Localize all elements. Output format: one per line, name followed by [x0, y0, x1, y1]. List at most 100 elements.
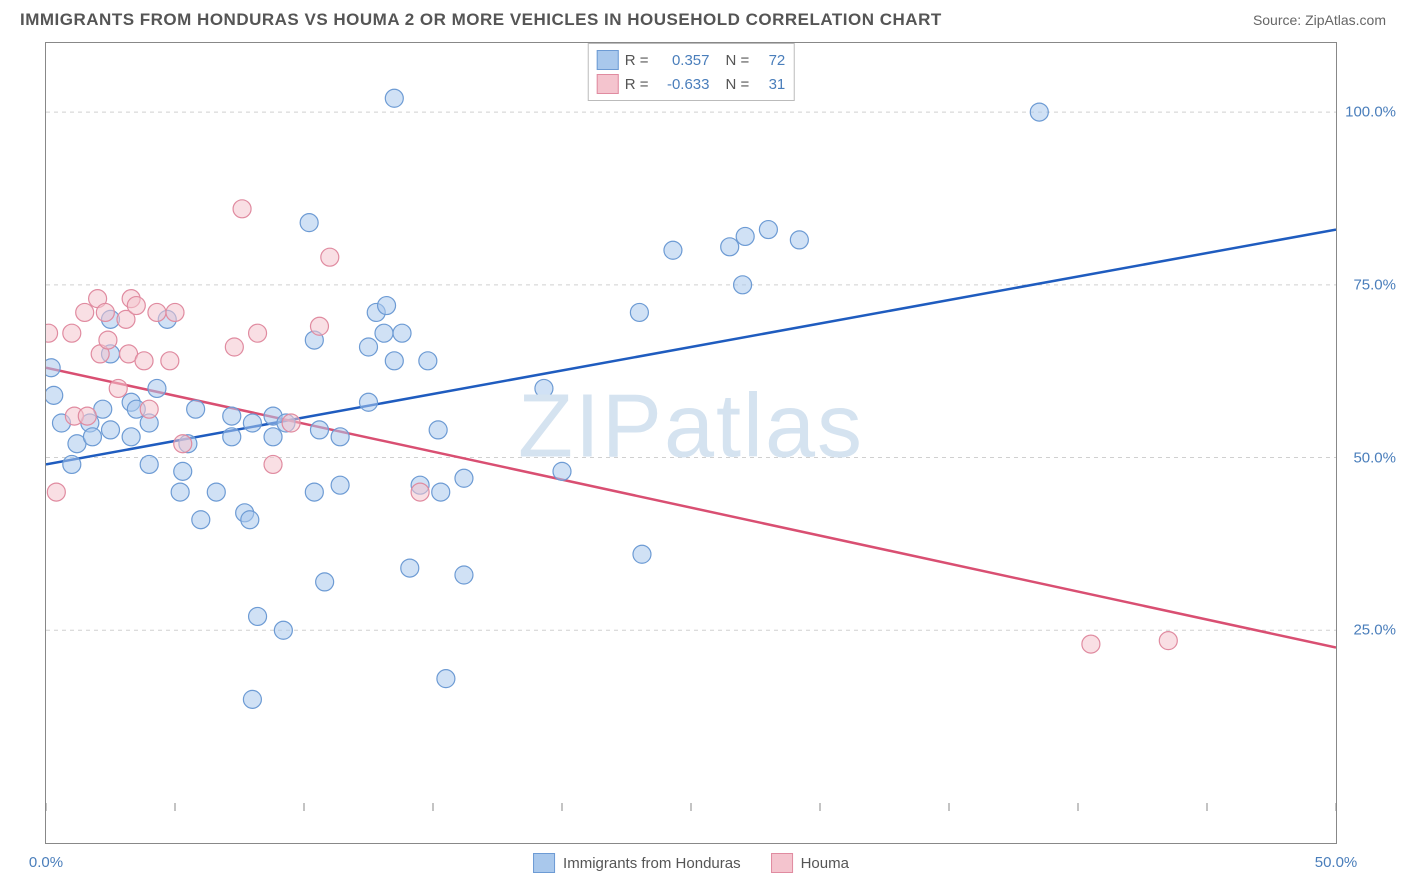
- x-tick-label: 0.0%: [29, 854, 63, 871]
- data-point-blue: [148, 379, 166, 397]
- data-point-blue: [419, 352, 437, 370]
- data-point-blue: [401, 559, 419, 577]
- data-point-pink: [99, 331, 117, 349]
- data-point-pink: [264, 455, 282, 473]
- legend-swatch-pink: [771, 853, 793, 873]
- source-name: ZipAtlas.com: [1305, 12, 1386, 28]
- data-point-blue: [83, 428, 101, 446]
- data-point-blue: [790, 231, 808, 249]
- data-point-pink: [166, 303, 184, 321]
- legend-r-value-blue: 0.357: [655, 52, 710, 69]
- data-point-pink: [282, 414, 300, 432]
- data-point-pink: [96, 303, 114, 321]
- data-point-blue: [378, 297, 396, 315]
- data-point-blue: [264, 428, 282, 446]
- data-point-blue: [122, 428, 140, 446]
- data-point-blue: [102, 421, 120, 439]
- data-point-pink: [321, 248, 339, 266]
- legend-series-label-blue: Immigrants from Honduras: [563, 855, 741, 872]
- data-point-blue: [375, 324, 393, 342]
- data-point-blue: [274, 621, 292, 639]
- source-prefix: Source:: [1253, 12, 1305, 28]
- x-tick-label: 50.0%: [1315, 854, 1358, 871]
- data-point-blue: [553, 462, 571, 480]
- data-point-blue: [331, 428, 349, 446]
- data-point-pink: [233, 200, 251, 218]
- data-point-pink: [249, 324, 267, 342]
- data-point-pink: [78, 407, 96, 425]
- y-tick-label: 50.0%: [1353, 449, 1396, 466]
- data-point-pink: [1082, 635, 1100, 653]
- data-point-blue: [243, 690, 261, 708]
- legend-r-label: R =: [625, 52, 649, 69]
- legend-series-label-pink: Houma: [801, 855, 849, 872]
- legend-r-label: R =: [625, 76, 649, 93]
- data-point-blue: [393, 324, 411, 342]
- legend-swatch-blue: [533, 853, 555, 873]
- data-point-blue: [633, 545, 651, 563]
- data-point-pink: [411, 483, 429, 501]
- data-point-blue: [429, 421, 447, 439]
- data-point-blue: [455, 566, 473, 584]
- data-point-blue: [734, 276, 752, 294]
- data-point-blue: [192, 511, 210, 529]
- data-point-pink: [76, 303, 94, 321]
- data-point-pink: [148, 303, 166, 321]
- data-point-blue: [187, 400, 205, 418]
- data-point-blue: [1030, 103, 1048, 121]
- legend-n-label: N =: [726, 52, 750, 69]
- data-point-blue: [331, 476, 349, 494]
- data-point-pink: [47, 483, 65, 501]
- legend-row-blue: R = 0.357 N = 72: [597, 48, 786, 72]
- data-point-pink: [109, 379, 127, 397]
- data-point-blue: [432, 483, 450, 501]
- data-point-pink: [135, 352, 153, 370]
- data-point-blue: [223, 407, 241, 425]
- data-point-blue: [759, 221, 777, 239]
- data-point-blue: [300, 214, 318, 232]
- data-point-pink: [46, 324, 58, 342]
- data-point-blue: [437, 670, 455, 688]
- data-point-blue: [249, 607, 267, 625]
- data-point-blue: [736, 227, 754, 245]
- data-point-blue: [140, 455, 158, 473]
- legend-n-label: N =: [726, 76, 750, 93]
- scatter-svg: [46, 43, 1336, 843]
- chart-title: IMMIGRANTS FROM HONDURAS VS HOUMA 2 OR M…: [20, 10, 942, 30]
- data-point-blue: [63, 455, 81, 473]
- data-point-blue: [664, 241, 682, 259]
- data-point-pink: [63, 324, 81, 342]
- legend-n-value-pink: 31: [755, 76, 785, 93]
- data-point-blue: [535, 379, 553, 397]
- data-point-pink: [225, 338, 243, 356]
- data-point-blue: [207, 483, 225, 501]
- data-point-blue: [171, 483, 189, 501]
- data-point-blue: [305, 483, 323, 501]
- data-point-blue: [46, 359, 60, 377]
- y-tick-label: 100.0%: [1345, 104, 1396, 121]
- legend-swatch-blue: [597, 50, 619, 70]
- data-point-blue: [721, 238, 739, 256]
- data-point-blue: [46, 386, 63, 404]
- legend-n-value-blue: 72: [755, 52, 785, 69]
- data-point-blue: [174, 462, 192, 480]
- legend-swatch-pink: [597, 74, 619, 94]
- data-point-pink: [1159, 632, 1177, 650]
- legend-correlation-box: R = 0.357 N = 72 R = -0.633 N = 31: [588, 43, 795, 101]
- data-point-blue: [360, 338, 378, 356]
- data-point-blue: [223, 428, 241, 446]
- data-point-blue: [385, 352, 403, 370]
- data-point-pink: [161, 352, 179, 370]
- legend-series: Immigrants from Honduras Houma: [533, 853, 849, 873]
- data-point-blue: [630, 303, 648, 321]
- data-point-blue: [385, 89, 403, 107]
- data-point-pink: [140, 400, 158, 418]
- data-point-pink: [127, 297, 145, 315]
- data-point-blue: [241, 511, 259, 529]
- y-tick-label: 75.0%: [1353, 276, 1396, 293]
- y-tick-label: 25.0%: [1353, 622, 1396, 639]
- data-point-blue: [316, 573, 334, 591]
- chart-plot-area: ZIPatlas R = 0.357 N = 72 R = -0.633 N =…: [45, 42, 1337, 844]
- data-point-blue: [243, 414, 261, 432]
- legend-row-pink: R = -0.633 N = 31: [597, 72, 786, 96]
